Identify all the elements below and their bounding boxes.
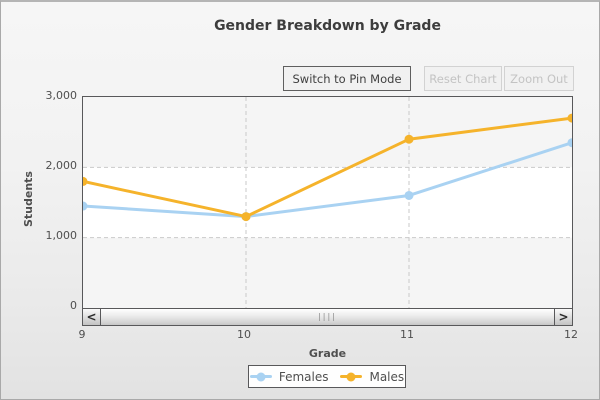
legend-item-females: Females [249,369,329,384]
data-point-females-12 [567,138,572,148]
scroll-left-icon: < [86,310,97,324]
x-tick-label-10: 10 [237,328,251,341]
x-tick-label-11: 11 [400,328,414,341]
reset-chart-button[interactable]: Reset Chart [424,66,502,91]
scroll-right-button[interactable]: > [554,309,572,325]
chart-svg [83,97,572,308]
scroll-right-icon: > [558,310,569,324]
series-line-males [83,116,572,219]
plot-band [83,237,572,308]
y-tick-label-2000: 2,000 [45,159,78,172]
series-line-females [83,141,572,219]
y-tick-label-1000: 1,000 [45,229,78,242]
x-tick-label-12: 12 [564,328,578,341]
plot-area[interactable] [82,96,573,309]
chart-title: Gender Breakdown by Grade [214,18,441,34]
legend-marker-males-icon [340,372,363,381]
plot-band [83,97,572,168]
switch-to-pin-mode-button[interactable]: Switch to Pin Mode [283,66,411,91]
scrollbar-thumb[interactable]: |||| [101,309,554,325]
data-point-males-10 [241,212,251,222]
data-point-males-12 [567,113,572,123]
data-point-females-11 [404,190,414,200]
data-point-males-11 [404,134,414,144]
x-tick-label-9: 9 [78,328,86,341]
zoom-out-button[interactable]: Zoom Out [504,66,574,91]
scrollbar-grip-icon: |||| [318,312,337,321]
legend-label-males: Males [369,369,405,384]
legend-item-males: Males [340,370,404,384]
x-axis-title: Grade [308,347,347,360]
legend-label-females: Females [278,369,329,384]
x-axis-scrollbar[interactable]: < |||| > [82,308,573,326]
data-point-males-9 [83,176,88,186]
legend-marker-females-icon [249,372,272,381]
data-point-females-9 [83,201,88,211]
scroll-left-button[interactable]: < [83,309,101,325]
y-tick-label-0: 0 [70,299,77,312]
y-tick-label-3000: 3,000 [45,89,78,102]
legend: Females Males [248,365,406,388]
